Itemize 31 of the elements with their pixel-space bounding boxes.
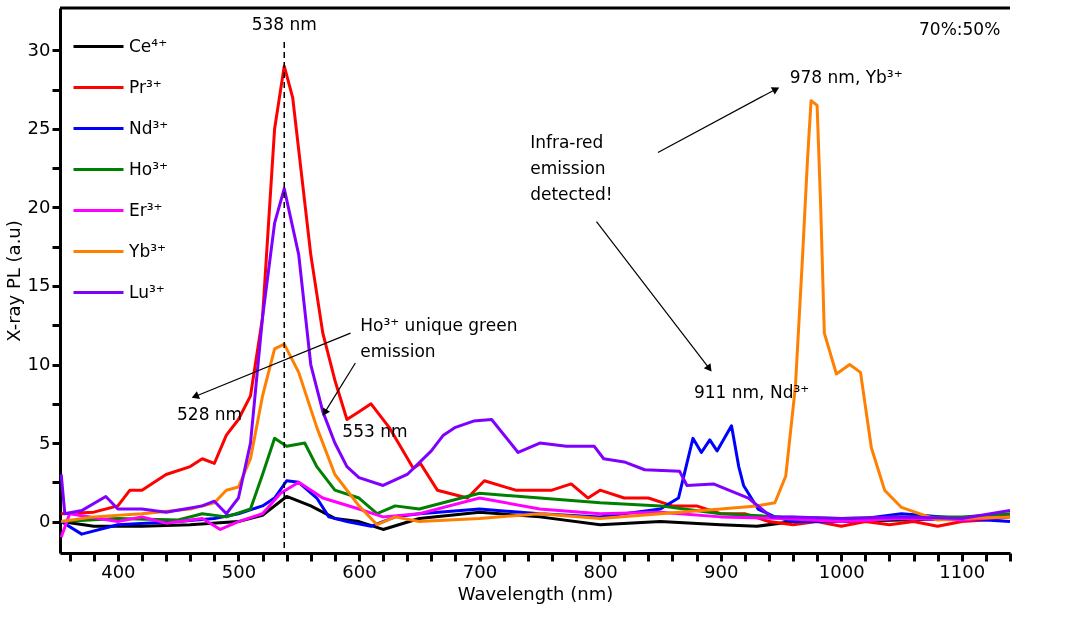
x-tick-label: 800 [583, 560, 618, 582]
x-axis-title: Wavelength (nm) [457, 582, 614, 604]
y-tick-label: 10 [27, 353, 51, 375]
legend-label: Pr³⁺ [129, 76, 162, 97]
legend-label: Ho³⁺ [129, 158, 168, 179]
x-tick-label: 400 [101, 560, 136, 582]
y-tick-label: 20 [27, 195, 51, 217]
annotation: 70%:50% [919, 19, 1001, 40]
annotation: 528 nm [177, 404, 243, 425]
y-tick-label: 30 [27, 38, 51, 60]
y-tick-label: 0 [39, 510, 51, 532]
annotation: Infra-red emission detected! [530, 132, 613, 205]
legend-label: Ce⁴⁺ [129, 35, 168, 56]
annotation: Ho³⁺ unique green emission [360, 314, 518, 361]
ref-line-label: 538 nm [251, 14, 317, 34]
y-tick-label: 5 [39, 431, 51, 453]
x-tick-label: 500 [221, 560, 257, 582]
legend-label: Lu³⁺ [129, 281, 165, 302]
x-tick-label: 600 [342, 560, 377, 582]
y-tick-label: 15 [27, 274, 51, 296]
x-tick-label: 1100 [939, 560, 986, 582]
y-tick-label: 25 [27, 117, 51, 139]
x-tick-label: 900 [703, 560, 739, 582]
legend-label: Er³⁺ [129, 199, 163, 220]
line-series [59, 187, 1012, 520]
legend-label: Nd³⁺ [129, 117, 169, 138]
legend-label: Yb³⁺ [128, 240, 166, 261]
x-tick-label: 1000 [818, 560, 865, 582]
y-axis-title: X-ray PL (a.u) [2, 220, 24, 342]
x-tick-label: 700 [462, 560, 498, 582]
annotation: 978 nm, Yb³⁺ [789, 66, 903, 87]
